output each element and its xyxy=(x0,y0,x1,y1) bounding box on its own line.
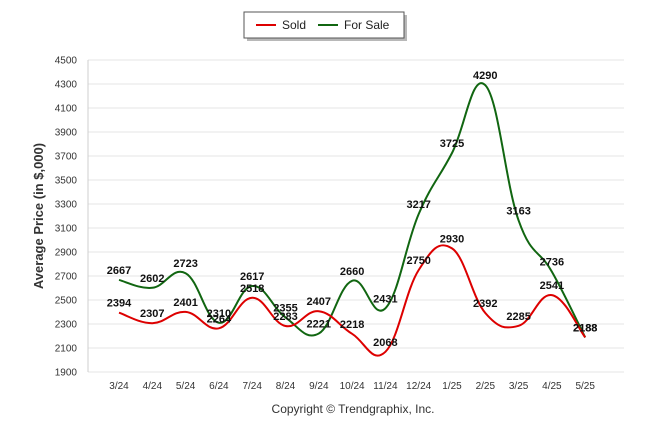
x-tick-label: 12/24 xyxy=(406,381,431,392)
data-label-for-sale: 2602 xyxy=(140,273,164,285)
data-label-sold: 2541 xyxy=(540,280,564,292)
y-tick-label: 2300 xyxy=(55,320,78,331)
y-tick-label: 3300 xyxy=(55,200,78,211)
x-tick-label: 5/24 xyxy=(176,381,196,392)
data-label-sold: 2401 xyxy=(173,297,197,309)
y-tick-label: 4500 xyxy=(55,56,78,67)
x-tick-label: 4/24 xyxy=(143,381,163,392)
data-label-for-sale: 2667 xyxy=(107,265,131,277)
data-label-for-sale: 4290 xyxy=(473,70,497,82)
data-label-sold: 2394 xyxy=(107,298,132,310)
y-tick-label: 1900 xyxy=(55,368,78,379)
y-tick-label: 3900 xyxy=(55,128,78,139)
data-label-sold: 2285 xyxy=(506,311,530,323)
data-label-sold: 2264 xyxy=(207,313,232,325)
x-tick-label: 2/25 xyxy=(476,381,496,392)
series-line-sold xyxy=(118,244,587,357)
data-label-sold: 2307 xyxy=(140,308,164,320)
data-label-for-sale: 2188 xyxy=(573,322,597,334)
data-label-sold: 2407 xyxy=(307,296,331,308)
data-label-for-sale: 2617 xyxy=(240,271,264,283)
x-tick-label: 3/24 xyxy=(109,381,129,392)
series-line-for-sale xyxy=(118,82,587,338)
y-tick-label: 3700 xyxy=(55,152,78,163)
legend-label-for-sale: For Sale xyxy=(344,18,390,32)
x-tick-label: 7/24 xyxy=(242,381,262,392)
data-label-sold: 2750 xyxy=(406,255,430,267)
data-label-sold: 2188 xyxy=(573,322,597,334)
data-label-for-sale: 2431 xyxy=(373,293,397,305)
legend: Sold For Sale xyxy=(243,11,407,41)
grid xyxy=(88,59,624,373)
data-label-for-sale: 2355 xyxy=(273,302,297,314)
legend-label-sold: Sold xyxy=(282,18,306,32)
x-tick-label: 8/24 xyxy=(276,381,296,392)
data-labels: 2394 2307 2401 2264 2518 2283 2407 2218 2068 2750… xyxy=(107,70,598,349)
data-label-for-sale: 2660 xyxy=(340,266,364,278)
copyright-text: Copyright © Trendgraphix, Inc. xyxy=(272,402,435,416)
x-tick-label: 10/24 xyxy=(340,381,365,392)
data-label-sold: 2068 xyxy=(373,337,397,349)
y-tick-label: 4100 xyxy=(55,104,78,115)
data-label-for-sale: 2736 xyxy=(540,257,564,269)
x-tick-label: 1/25 xyxy=(442,381,462,392)
x-tick-label: 9/24 xyxy=(309,381,329,392)
data-label-sold: 2218 xyxy=(340,319,364,331)
data-label-sold: 2518 xyxy=(240,283,264,295)
data-label-for-sale: 3163 xyxy=(506,205,530,217)
x-tick-label: 11/24 xyxy=(373,381,398,392)
y-tick-label: 3100 xyxy=(55,224,78,235)
y-tick-label: 4300 xyxy=(55,80,78,91)
y-axis-title: Average Price (in $,000) xyxy=(31,143,46,289)
data-label-sold: 2930 xyxy=(440,233,464,245)
x-tick-label: 6/24 xyxy=(209,381,229,392)
data-label-for-sale: 3725 xyxy=(440,138,464,150)
axes: 1900 2100 2300 2500 2700 2900 3100 3300 3500 3700… xyxy=(55,56,596,393)
series xyxy=(118,82,587,357)
y-tick-label: 3500 xyxy=(55,176,78,187)
y-tick-label: 2100 xyxy=(55,344,78,355)
data-label-sold: 2283 xyxy=(273,311,297,323)
data-label-for-sale: 3217 xyxy=(406,199,430,211)
x-tick-label: 3/25 xyxy=(509,381,529,392)
data-label-for-sale: 2723 xyxy=(173,258,197,270)
y-tick-label: 2900 xyxy=(55,248,78,259)
data-label-for-sale: 2310 xyxy=(207,308,231,320)
y-tick-label: 2700 xyxy=(55,272,78,283)
x-tick-label: 4/25 xyxy=(542,381,562,392)
data-label-sold: 2392 xyxy=(473,298,497,310)
data-label-for-sale: 2221 xyxy=(307,318,331,330)
x-tick-label: 5/25 xyxy=(575,381,595,392)
y-tick-label: 2500 xyxy=(55,296,78,307)
